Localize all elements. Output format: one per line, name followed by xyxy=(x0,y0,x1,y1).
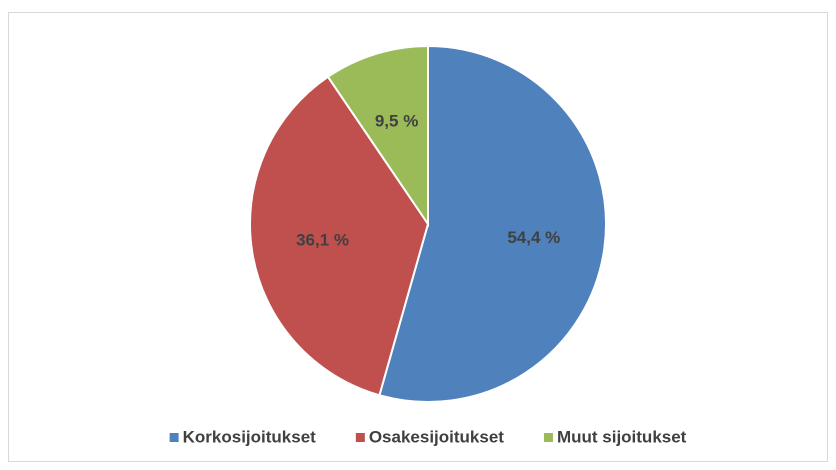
pie-slice xyxy=(378,44,607,403)
legend-marker xyxy=(543,433,553,442)
pie-slice xyxy=(249,75,430,397)
data-label: 54,4 % xyxy=(507,228,560,247)
legend-marker xyxy=(169,433,179,442)
pie-slice xyxy=(326,44,429,228)
legend-label: Muut sijoitukset xyxy=(557,427,687,446)
legend-label: Osakesijoitukset xyxy=(369,427,504,446)
legend-marker xyxy=(355,433,365,442)
legend-label: Korkosijoitukset xyxy=(183,427,317,446)
data-label: 9,5 % xyxy=(375,111,418,130)
data-label: 36,1 % xyxy=(296,231,349,250)
